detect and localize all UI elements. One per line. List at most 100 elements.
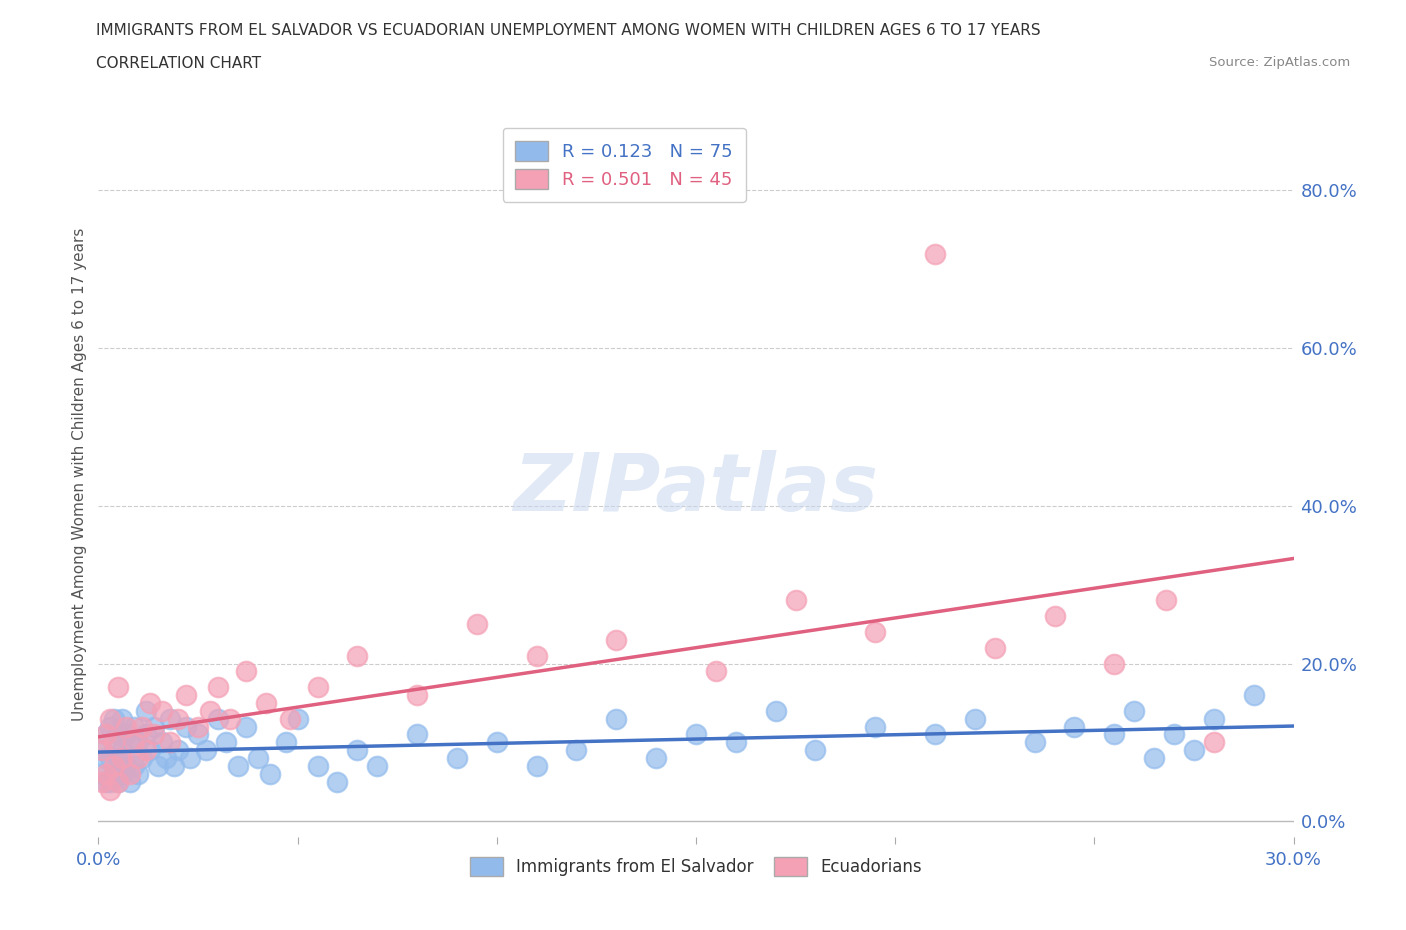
Point <box>103 759 125 774</box>
Point <box>98 775 122 790</box>
Point <box>645 751 668 765</box>
Point <box>139 743 162 758</box>
Point <box>207 711 229 726</box>
Point <box>1123 703 1146 718</box>
Point <box>187 719 209 734</box>
Point <box>346 648 368 663</box>
Point <box>924 246 946 261</box>
Point <box>307 680 329 695</box>
Point <box>96 751 118 765</box>
Point <box>1163 727 1185 742</box>
Point <box>1154 593 1177 608</box>
Point <box>155 751 177 765</box>
Point <box>115 759 138 774</box>
Point <box>526 648 548 663</box>
Point <box>91 743 114 758</box>
Point <box>1243 687 1265 702</box>
Point <box>98 711 122 726</box>
Point <box>865 625 887 640</box>
Point <box>704 664 727 679</box>
Point <box>120 775 142 790</box>
Point <box>1202 711 1225 726</box>
Point <box>174 687 197 702</box>
Point <box>254 696 277 711</box>
Point <box>984 641 1007 656</box>
Point <box>1182 743 1205 758</box>
Point <box>785 593 807 608</box>
Point <box>1143 751 1166 765</box>
Point <box>287 711 309 726</box>
Point <box>246 751 269 765</box>
Point <box>485 735 508 750</box>
Point <box>167 743 190 758</box>
Point <box>103 735 125 750</box>
Point <box>107 680 129 695</box>
Point <box>219 711 242 726</box>
Point <box>107 775 129 790</box>
Point <box>96 775 118 790</box>
Point <box>159 711 181 726</box>
Point <box>103 711 125 726</box>
Point <box>127 751 149 765</box>
Point <box>91 743 114 758</box>
Point <box>103 766 125 781</box>
Point <box>226 759 249 774</box>
Point <box>187 727 209 742</box>
Point <box>96 766 118 781</box>
Point <box>406 687 429 702</box>
Point <box>96 727 118 742</box>
Point <box>259 766 281 781</box>
Point <box>195 743 218 758</box>
Point <box>139 696 162 711</box>
Point <box>111 751 134 765</box>
Point <box>804 743 827 758</box>
Point <box>143 727 166 742</box>
Point <box>127 735 149 750</box>
Text: ZIPatlas: ZIPatlas <box>513 450 879 528</box>
Point <box>115 727 138 742</box>
Point <box>724 735 747 750</box>
Point <box>135 703 157 718</box>
Point <box>174 719 197 734</box>
Point <box>111 766 134 781</box>
Point <box>198 703 221 718</box>
Point <box>150 703 173 718</box>
Point <box>366 759 388 774</box>
Point <box>307 759 329 774</box>
Point <box>446 751 468 765</box>
Point <box>1043 609 1066 624</box>
Point <box>98 719 122 734</box>
Point <box>124 735 146 750</box>
Point <box>124 759 146 774</box>
Point <box>103 743 125 758</box>
Point <box>135 727 157 742</box>
Point <box>150 735 173 750</box>
Point <box>565 743 588 758</box>
Point <box>159 735 181 750</box>
Point <box>107 775 129 790</box>
Point <box>235 664 257 679</box>
Point <box>167 711 190 726</box>
Point <box>465 617 488 631</box>
Point <box>765 703 787 718</box>
Point <box>111 711 134 726</box>
Point <box>127 766 149 781</box>
Point <box>1024 735 1046 750</box>
Point <box>91 766 114 781</box>
Point <box>131 719 153 734</box>
Point <box>163 759 186 774</box>
Point <box>1202 735 1225 750</box>
Point <box>124 719 146 734</box>
Point <box>148 759 170 774</box>
Point <box>143 719 166 734</box>
Point <box>274 735 297 750</box>
Point <box>131 751 153 765</box>
Point <box>963 711 986 726</box>
Point <box>865 719 887 734</box>
Point <box>326 775 349 790</box>
Text: CORRELATION CHART: CORRELATION CHART <box>96 56 260 71</box>
Point <box>207 680 229 695</box>
Point <box>1104 656 1126 671</box>
Legend: Immigrants from El Salvador, Ecuadorians: Immigrants from El Salvador, Ecuadorians <box>463 851 929 884</box>
Point <box>685 727 707 742</box>
